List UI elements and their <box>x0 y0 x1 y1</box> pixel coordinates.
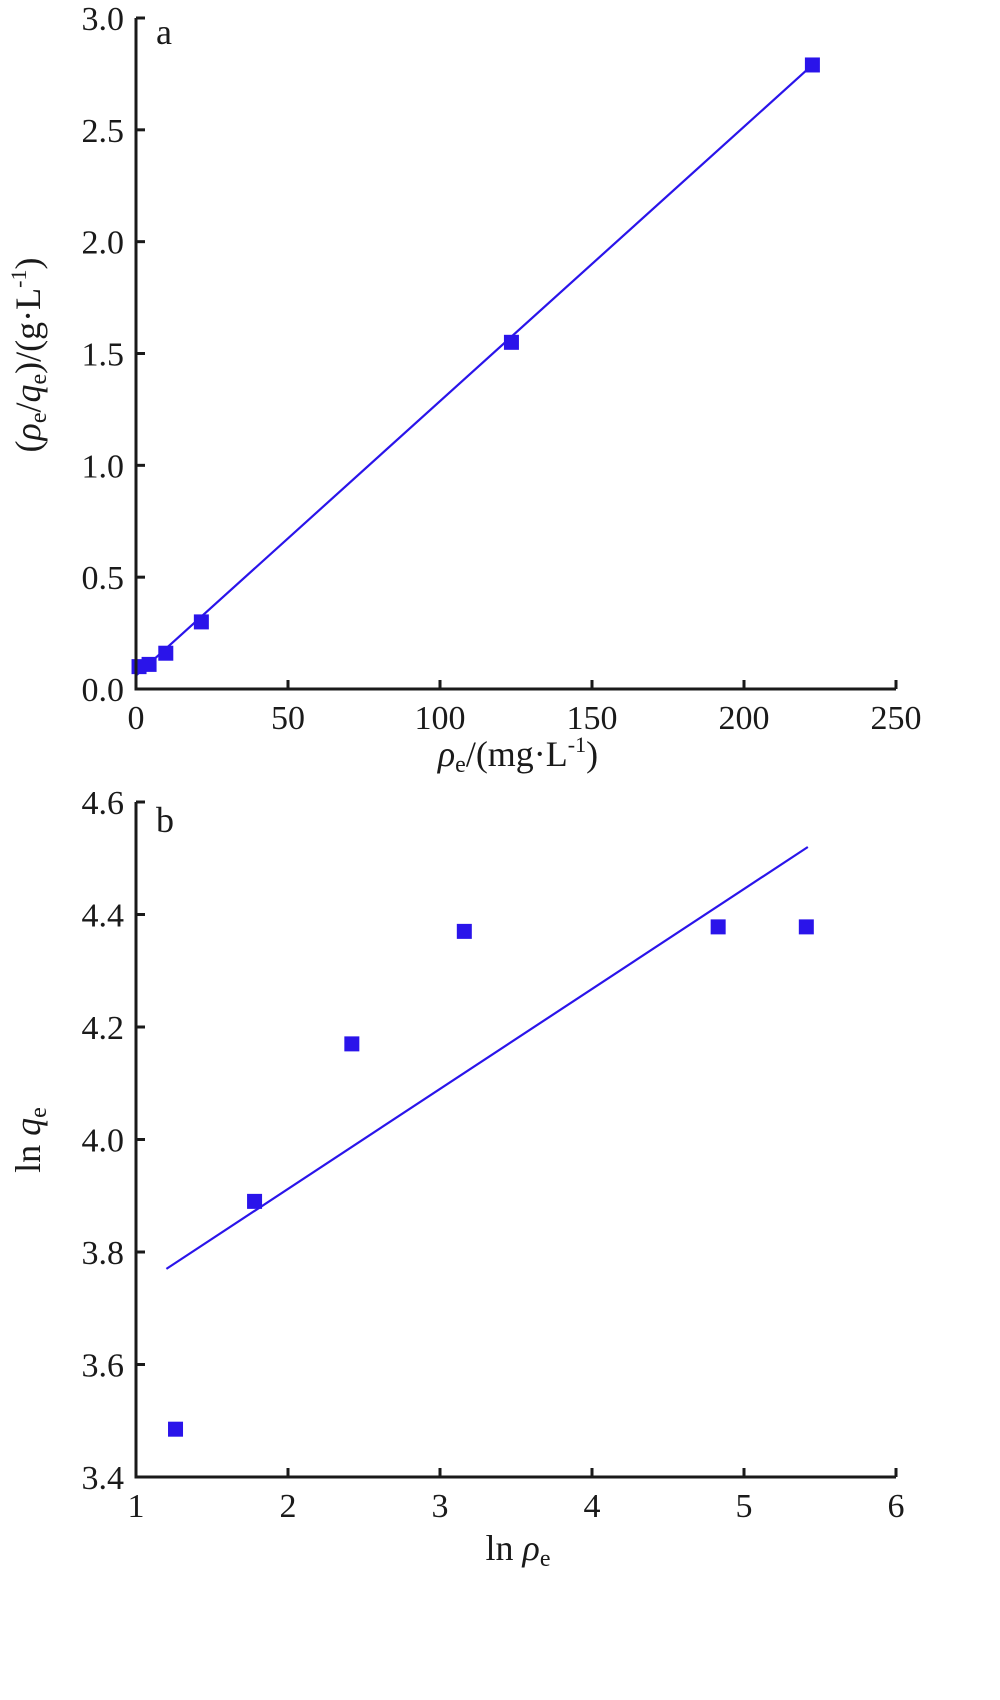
y-tick-label: 0.0 <box>82 672 125 709</box>
x-title-rho: ρ <box>437 734 455 774</box>
panel-a-label: a <box>156 12 172 52</box>
data-point <box>344 1036 360 1052</box>
y-title-rho: ρ <box>8 423 48 441</box>
x-tick-label: 0 <box>128 700 145 737</box>
y-tick-label: 4.6 <box>82 785 125 822</box>
x-tick-label: 6 <box>888 1488 905 1525</box>
y-title-open: ( <box>8 440 48 452</box>
x-tick-label: 3 <box>432 1488 449 1525</box>
panel-a-chart: 0 50 100 150 200 250 0.0 0.5 1.0 1.5 2.0 2.5 3.0 a ρ… <box>6 1 922 778</box>
data-point <box>168 1421 184 1437</box>
y-tick-label: 2.0 <box>82 225 125 262</box>
x-tick-label: 200 <box>719 700 770 737</box>
y-tick-label: 2.5 <box>82 113 125 150</box>
data-point <box>503 334 519 350</box>
panel-b-x-axis-title: ln ρe <box>486 1528 551 1572</box>
y-tick-label: 3.0 <box>82 1 125 38</box>
x-title-sup: -1 <box>568 732 586 757</box>
data-point <box>193 614 209 630</box>
x-title-ln: ln <box>486 1528 523 1568</box>
y-title-close: ) <box>8 258 48 270</box>
data-point <box>710 919 726 935</box>
x-tick-label: 2 <box>280 1488 297 1525</box>
panel-a-plot-area <box>131 57 820 677</box>
x-title-sub: e <box>455 752 466 778</box>
y-tick-label: 4.4 <box>82 898 125 935</box>
panel-b-ticks: 1 2 3 4 5 6 3.4 3.6 3.8 4.0 4.2 4.4 4.6 <box>82 785 905 1525</box>
y-tick-label: 3.4 <box>82 1460 125 1497</box>
y-title-q: q <box>8 1118 48 1136</box>
y-title-sub1: e <box>26 413 52 424</box>
panel-b-chart: 1 2 3 4 5 63.43.63.84.04.24.44.6 b ln ρe ln q… <box>8 785 905 1572</box>
x-title-close: ) <box>586 734 598 774</box>
y-title-ln: ln <box>8 1136 48 1173</box>
panel-a-x-axis-title: ρe/(mg·L-1) <box>437 732 598 778</box>
data-point <box>798 919 814 935</box>
y-title-q: q <box>8 385 48 403</box>
y-tick-label: 3.6 <box>82 1348 125 1385</box>
y-tick-label: 1.5 <box>82 337 125 374</box>
x-tick-label: 50 <box>271 700 305 737</box>
y-tick-label: 3.8 <box>82 1235 125 1272</box>
x-tick-label: 1 <box>128 1488 145 1525</box>
data-point <box>456 923 472 939</box>
y-title-unit: )/(g·L <box>8 288 48 374</box>
x-title-rho: ρ <box>522 1528 540 1568</box>
data-point <box>141 656 157 672</box>
x-tick-label: 5 <box>736 1488 753 1525</box>
panel-a-ticks: 0 50 100 150 200 250 0.0 0.5 1.0 1.5 2.0 2.5 3.0 <box>82 1 922 737</box>
y-title-sub2: e <box>26 374 52 385</box>
data-point <box>247 1193 263 1209</box>
fit-line <box>165 846 809 1270</box>
panel-b-label: b <box>156 800 174 840</box>
panel-a-axes <box>134 18 896 691</box>
y-title-sub: e <box>26 1107 52 1118</box>
x-title-sub: e <box>540 1546 551 1572</box>
y-tick-label: 4.2 <box>82 1010 125 1047</box>
panel-b-axes <box>134 802 896 1479</box>
y-tick-label: 4.0 <box>82 1123 125 1160</box>
y-tick-label: 0.5 <box>82 560 125 597</box>
panel-b-y-axis-title: ln qe <box>8 1107 52 1173</box>
x-tick-label: 150 <box>567 700 618 737</box>
y-title-slash: / <box>8 403 48 413</box>
panel-a-y-axis-title: (ρe/qe)/(g·L-1) <box>6 258 52 453</box>
x-tick-label: 100 <box>415 700 466 737</box>
y-tick-label: 1.0 <box>82 448 125 485</box>
panel-b-plot-area <box>165 846 814 1437</box>
x-tick-label: 250 <box>871 700 922 737</box>
fit-line <box>135 64 814 677</box>
x-tick-label: 4 <box>584 1488 601 1525</box>
y-title-sup: -1 <box>6 270 31 288</box>
data-point <box>804 57 820 73</box>
data-point <box>158 645 174 661</box>
x-title-unit: /(mg·L <box>466 734 568 774</box>
